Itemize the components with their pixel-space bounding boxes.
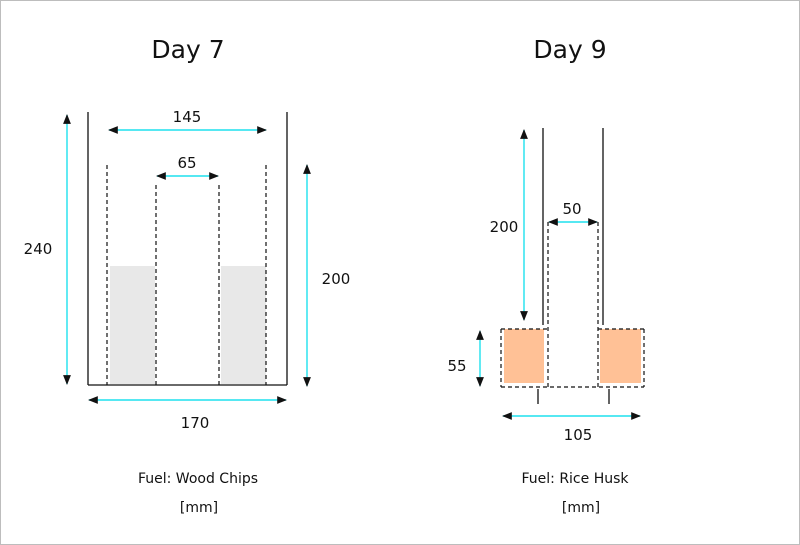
dim-label-height-total: 240 [24,240,53,258]
wood-chips-fill-right [221,266,266,384]
dim-label-height-upper: 200 [490,218,519,236]
unit-caption: [mm] [562,500,600,516]
dim-label-core-width: 50 [562,200,581,218]
wood-chips-fill-left [110,266,155,384]
dim-label-height-inner: 200 [322,270,351,288]
unit-caption: [mm] [180,500,218,516]
dim-label-fuel-height: 55 [447,357,466,375]
fuel-caption: Fuel: Wood Chips [138,471,258,487]
panel-title: Day 7 [151,35,224,64]
fuel-caption: Fuel: Rice Husk [521,471,629,487]
panel-day-9: Day 9 200 50 55 105 Fuel: Rice Husk [mm] [447,35,645,516]
dim-label-inner-width: 145 [173,108,202,126]
dim-label-core-width: 65 [177,154,196,172]
dim-label-outer-width: 170 [181,414,210,432]
rice-husk-fill-right [600,329,641,383]
panel-title: Day 9 [533,35,606,64]
panel-day-7: Day 7 145 65 240 200 170 Fuel: Wood Chip… [24,35,351,516]
rice-husk-fill-left [504,329,544,383]
dim-label-base-width: 105 [564,426,593,444]
